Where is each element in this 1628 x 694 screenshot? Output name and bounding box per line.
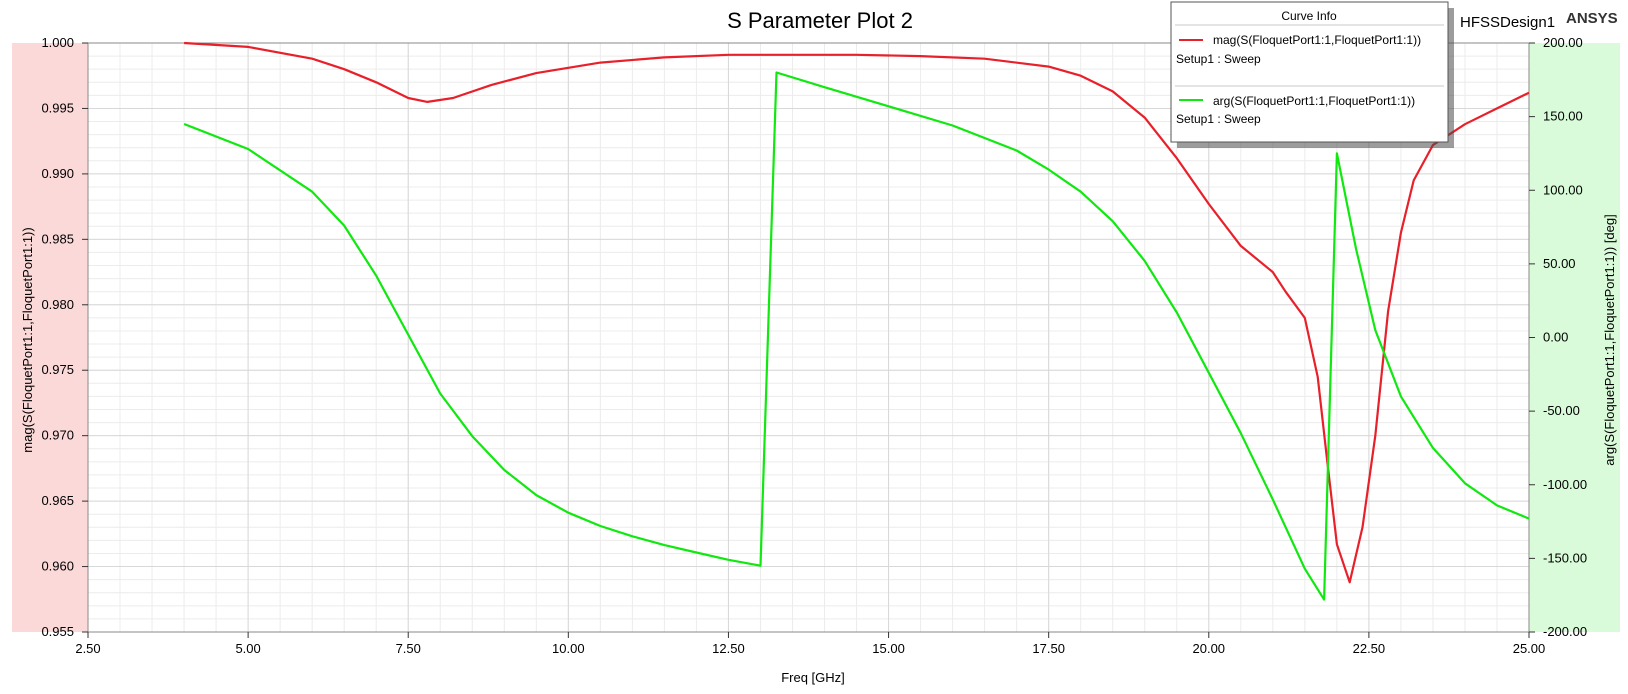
chart-title: S Parameter Plot 2: [727, 8, 913, 33]
arg-series-line: [183, 71, 1530, 601]
y-left-tick-label: 1.000: [41, 35, 74, 50]
x-tick-label: 5.00: [235, 641, 260, 656]
legend-sub-arg: Setup1 : Sweep: [1176, 112, 1261, 126]
y-left-tick-label: 0.980: [41, 297, 74, 312]
x-tick-label: 2.50: [75, 641, 100, 656]
legend-label-arg: arg(S(FloquetPort1:1,FloquetPort1:1)): [1213, 94, 1415, 108]
y-left-tick-label: 0.965: [41, 493, 74, 508]
y-right-tick-label: 50.00: [1543, 256, 1576, 271]
legend[interactable]: Curve Info mag(S(FloquetPort1:1,FloquetP…: [1170, 1, 1454, 148]
right-axis-band: [1529, 43, 1620, 632]
y-right-tick-label: 200.00: [1543, 35, 1583, 50]
y-right-tick-label: -150.00: [1543, 550, 1587, 565]
y-axis-label-left: mag(S(FloquetPort1:1,FloquetPort1:1)): [20, 227, 35, 452]
ansys-logo: ANSYS: [1566, 10, 1618, 27]
y-right-tick-label: -100.00: [1543, 477, 1587, 492]
design-name: HFSSDesign1: [1460, 14, 1555, 31]
x-tick-label: 25.00: [1513, 641, 1546, 656]
mag-series-line: [184, 41, 1530, 584]
y-left-tick-label: 0.975: [41, 362, 74, 377]
y-right-tick-label: 150.00: [1543, 109, 1583, 124]
x-tick-label: 10.00: [552, 641, 585, 656]
x-tick-label: 15.00: [872, 641, 905, 656]
y-right-tick-label: 100.00: [1543, 182, 1583, 197]
x-tick-label: 12.50: [712, 641, 745, 656]
y-left-tick-label: 0.970: [41, 428, 74, 443]
x-axis-label: Freq [GHz]: [781, 670, 845, 685]
y-right-tick-label: -200.00: [1543, 624, 1587, 639]
x-tick-label: 7.50: [396, 641, 421, 656]
legend-label-mag: mag(S(FloquetPort1:1,FloquetPort1:1)): [1213, 33, 1421, 47]
x-tick-label: 20.00: [1193, 641, 1226, 656]
y-left-tick-label: 0.955: [41, 624, 74, 639]
y-left-tick-label: 0.985: [41, 231, 74, 246]
y-axis-label-right: arg(S(FloquetPort1:1,FloquetPort1:1)) [d…: [1602, 214, 1617, 465]
legend-sub-mag: Setup1 : Sweep: [1176, 52, 1261, 66]
x-tick-label: 22.50: [1353, 641, 1386, 656]
left-axis-band: [12, 43, 88, 632]
y-right-tick-label: 0.00: [1543, 330, 1568, 345]
y-left-tick-label: 0.995: [41, 100, 74, 115]
y-left-tick-label: 0.960: [41, 559, 74, 574]
x-tick-label: 17.50: [1032, 641, 1065, 656]
y-right-tick-label: -50.00: [1543, 403, 1580, 418]
y-left-tick-label: 0.990: [41, 166, 74, 181]
legend-title: Curve Info: [1281, 9, 1337, 23]
